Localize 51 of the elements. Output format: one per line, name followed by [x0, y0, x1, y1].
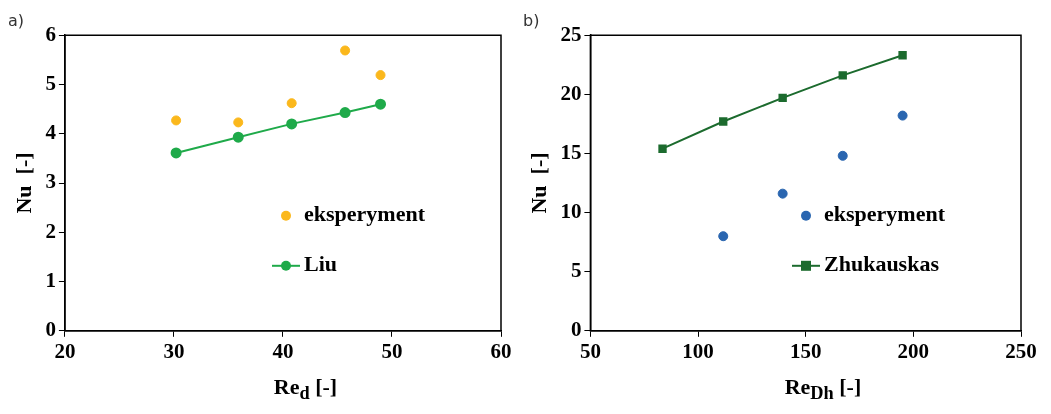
x-axis-title: Re$_{d}$ [-] [272, 373, 339, 404]
y-tick-label: 0 [570, 317, 582, 342]
point [340, 45, 351, 56]
x-tick-label: 100 [682, 338, 714, 363]
legend-label: Zhukauskas [824, 251, 940, 277]
y-tick-label: 4 [45, 120, 57, 145]
x-tick-label: 30 [163, 338, 185, 363]
y-tick-label: 20 [560, 80, 582, 105]
y-tick-label: 25 [560, 21, 582, 46]
chart-title: a) [8, 10, 25, 30]
y-tick-label: 15 [560, 139, 582, 164]
legend-label: Liu [304, 251, 338, 277]
legend-label: eksperyment [304, 201, 426, 227]
y-tick-label: 2 [45, 218, 56, 243]
point [170, 147, 182, 159]
point [171, 115, 182, 126]
point [286, 118, 298, 130]
point [719, 117, 728, 126]
x-tick-label: 150 [789, 338, 822, 363]
point [838, 71, 847, 80]
point [718, 231, 729, 242]
x-tick-label: 50 [381, 338, 403, 363]
point [286, 98, 297, 109]
point [778, 93, 787, 103]
point [375, 98, 387, 110]
point [375, 70, 386, 81]
y-tick-label: 10 [560, 198, 582, 223]
point [837, 150, 848, 161]
point [777, 188, 788, 199]
point [233, 117, 244, 128]
y-axis-title: Nu [-] [525, 152, 551, 214]
point [897, 110, 908, 121]
x-tick-label: 60 [490, 338, 512, 363]
x-tick-label: 250 [1005, 338, 1037, 363]
x-axis-title: Re$_{Dh}$ [-] [783, 373, 863, 404]
legend-label: eksperyment [824, 201, 946, 227]
chart-title: b) [523, 10, 540, 30]
point [339, 107, 351, 119]
point [658, 144, 667, 153]
y-tick-label: 5 [570, 258, 582, 283]
y-tick-label: 1 [45, 267, 56, 292]
y-tick-label: 5 [45, 70, 56, 95]
y-tick-label: 0 [45, 317, 56, 342]
x-tick-label: 50 [579, 338, 601, 363]
point [232, 131, 244, 143]
point [898, 51, 907, 60]
y-axis-title: Nu [-] [10, 152, 36, 214]
y-tick-label: 6 [45, 21, 56, 46]
x-tick-label: 200 [897, 338, 930, 363]
x-tick-label: 40 [272, 338, 294, 363]
y-tick-label: 3 [45, 169, 56, 194]
